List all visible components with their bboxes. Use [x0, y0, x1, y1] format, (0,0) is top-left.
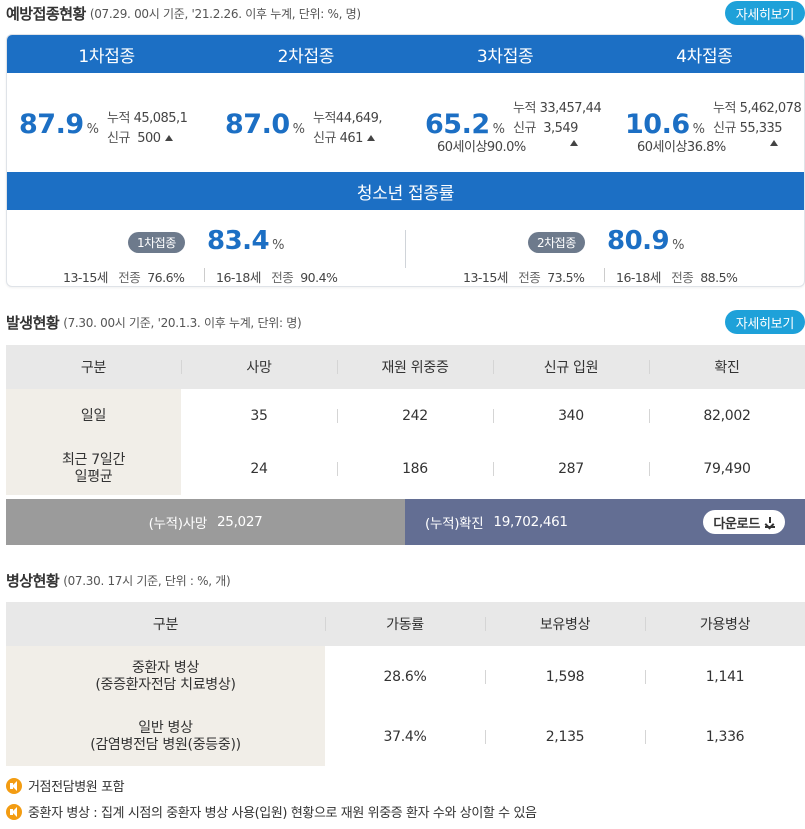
table-cell: 242	[337, 389, 493, 443]
table-row: 중환자 병상 (중증환자전담 치료병상) 28.6% 1,598 1,141	[6, 646, 805, 708]
dose-3-new: 신규 3,549	[513, 121, 578, 136]
table-cell: 35	[250, 408, 268, 424]
col-header: 보유병상	[485, 602, 645, 646]
footnote-1: 거점전담병원 포함	[6, 776, 125, 795]
col-header: 구분	[6, 602, 325, 646]
teen-title: 청소년 접종률	[7, 172, 804, 210]
dose-2-cumulative: 누적44,649,	[313, 111, 383, 126]
dose-stats-row: 87.9% 누적 45,085,1 신규 500 87.0% 누적44,649,…	[7, 73, 804, 172]
triangle-up-icon	[570, 140, 578, 146]
teen-dose-2-pill: 2차접종	[528, 232, 585, 253]
outbreak-detail-button[interactable]: 자세히보기	[724, 310, 805, 334]
table-cell: 1,598	[485, 646, 645, 708]
table-cell: 1,336	[645, 708, 805, 766]
dose-3-stats: 65.2% 누적 33,457,44 신규 3,549 60세이상90.0%	[413, 73, 613, 172]
speaker-icon	[6, 777, 22, 794]
outbreak-header-row: 구분 사망 재원 위중증 신규 입원 확진	[6, 345, 805, 389]
cumulative-confirmed: (누적)확진 19,702,461 다운로드	[405, 499, 805, 545]
beds-title: 병상현황	[6, 571, 60, 590]
row-label: 중환자 병상 (중증환자전담 치료병상)	[6, 646, 325, 708]
teen-divider	[405, 230, 406, 268]
triangle-up-icon	[164, 135, 173, 141]
cumulative-deaths: (누적)사망 25,027	[6, 499, 405, 545]
row-label: 일일	[6, 389, 181, 443]
cumulative-bar: (누적)사망 25,027 (누적)확진 19,702,461 다운로드	[6, 499, 805, 545]
dose-2-new: 신규 461	[313, 127, 375, 146]
table-cell: 287	[493, 443, 649, 495]
dose-4-senior-rate: 60세이상36.8%	[637, 140, 726, 155]
dose-4-new: 신규 55,335	[713, 121, 783, 136]
dose-tab-3: 3차접종	[476, 46, 534, 67]
dose-2-stats: 87.0% 누적44,649, 신규 461	[213, 73, 413, 172]
dose-tabs: 1차접종 2차접종 3차접종 4차접종	[7, 35, 804, 73]
beds-header-row: 구분 가동률 보유병상 가용병상	[6, 602, 805, 646]
teen-dose-1-age-b: 16-18세 전종 90.4%	[216, 270, 338, 285]
dose-3-cumulative: 누적 33,457,44	[513, 101, 602, 116]
dose-1-new: 신규 500	[107, 127, 173, 146]
vaccination-title: 예방접종현황	[6, 4, 86, 23]
dose-1-rate: 87.9%	[19, 109, 99, 140]
col-header: 사망	[181, 345, 337, 389]
teen-stats-row: 1차접종 83.4% 13-15세 전종 76.6% 16-18세 전종 90.…	[7, 210, 804, 286]
teen-dose-1: 1차접종 83.4% 13-15세 전종 76.6% 16-18세 전종 90.…	[7, 210, 405, 286]
vaccination-header: 예방접종현황 (07.29. 00시 기준, '21.2.26. 이후 누계, …	[6, 1, 805, 25]
col-header: 재원 위중증	[337, 345, 493, 389]
age-divider	[204, 268, 205, 282]
table-cell: 37.4%	[383, 729, 427, 745]
footnote-2: 중환자 병상 : 집계 시점의 중환자 병상 사용(입원) 현황으로 재원 위중…	[6, 802, 537, 821]
teen-dose-1-age-a: 13-15세 전종 76.6%	[63, 270, 185, 285]
dose-4-cumulative: 누적 5,462,078	[713, 101, 802, 116]
dose-tab-1: 1차접종	[78, 46, 135, 67]
dose-4-stats: 10.6% 누적 5,462,078 신규 55,335 60세이상36.8%	[613, 73, 804, 172]
teen-dose-2: 2차접종 80.9% 13-15세 전종 73.5% 16-18세 전종 88.…	[407, 210, 804, 286]
teen-dose-2-age-b: 16-18세 전종 88.5%	[616, 270, 738, 285]
age-divider	[604, 268, 605, 282]
table-cell: 24	[250, 461, 268, 477]
row-label: 최근 7일간 일평균	[6, 443, 181, 495]
col-header: 신규 입원	[493, 345, 649, 389]
dose-1-cumulative: 누적 45,085,1	[107, 111, 188, 126]
dose-tab-4: 4차접종	[676, 46, 733, 67]
table-cell: 79,490	[649, 443, 805, 495]
dose-3-senior-rate: 60세이상90.0%	[437, 140, 526, 155]
table-cell: 82,002	[649, 389, 805, 443]
dose-1-stats: 87.9% 누적 45,085,1 신규 500	[7, 73, 207, 172]
col-header: 가용병상	[645, 602, 805, 646]
triangle-up-icon	[366, 135, 375, 141]
row-label: 일반 병상 (감염병전담 병원(중등중))	[6, 708, 325, 766]
vaccination-detail-button[interactable]: 자세히보기	[724, 1, 805, 25]
table-row: 일반 병상 (감염병전담 병원(중등중)) 37.4% 2,135 1,336	[6, 708, 805, 766]
beds-header: 병상현황 (07.30. 17시 기준, 단위 : %, 개)	[6, 568, 805, 592]
outbreak-title: 발생현황	[6, 313, 60, 332]
table-cell: 1,141	[645, 646, 805, 708]
teen-dose-1-pill: 1차접종	[128, 232, 185, 253]
table-row: 최근 7일간 일평균 24 186 287 79,490	[6, 443, 805, 495]
outbreak-table: 구분 사망 재원 위중증 신규 입원 확진 일일 35 242 340 82,0…	[6, 345, 805, 495]
col-header: 가동률	[325, 602, 485, 646]
table-cell: 2,135	[485, 708, 645, 766]
triangle-up-icon	[770, 140, 778, 146]
vaccination-note: (07.29. 00시 기준, '21.2.26. 이후 누계, 단위: %, …	[89, 6, 361, 21]
download-icon	[765, 516, 775, 528]
col-header: 확진	[649, 345, 805, 389]
outbreak-header: 발생현황 (7.30. 00시 기준, '20.1.3. 이후 누계, 단위: …	[6, 310, 805, 334]
speaker-icon	[6, 803, 22, 820]
dose-2-rate: 87.0%	[225, 109, 305, 140]
table-cell: 340	[493, 389, 649, 443]
table-cell: 28.6%	[383, 669, 427, 685]
dose-4-rate: 10.6%	[625, 109, 705, 140]
download-button[interactable]: 다운로드	[703, 510, 785, 534]
teen-dose-1-rate: 83.4%	[207, 226, 285, 256]
beds-table: 구분 가동률 보유병상 가용병상 중환자 병상 (중증환자전담 치료병상) 28.…	[6, 602, 805, 766]
outbreak-note: (7.30. 00시 기준, '20.1.3. 이후 누계, 단위: 명)	[63, 315, 302, 330]
teen-dose-2-age-a: 13-15세 전종 73.5%	[463, 270, 585, 285]
beds-note: (07.30. 17시 기준, 단위 : %, 개)	[63, 573, 231, 588]
table-row: 일일 35 242 340 82,002	[6, 389, 805, 443]
table-cell: 186	[337, 443, 493, 495]
dose-tab-2: 2차접종	[277, 46, 335, 67]
teen-dose-2-rate: 80.9%	[607, 226, 685, 256]
vaccination-card: 1차접종 2차접종 3차접종 4차접종 87.9% 누적 45,085,1 신규…	[6, 34, 805, 287]
col-header: 구분	[6, 345, 181, 389]
dose-3-rate: 65.2%	[425, 109, 505, 140]
